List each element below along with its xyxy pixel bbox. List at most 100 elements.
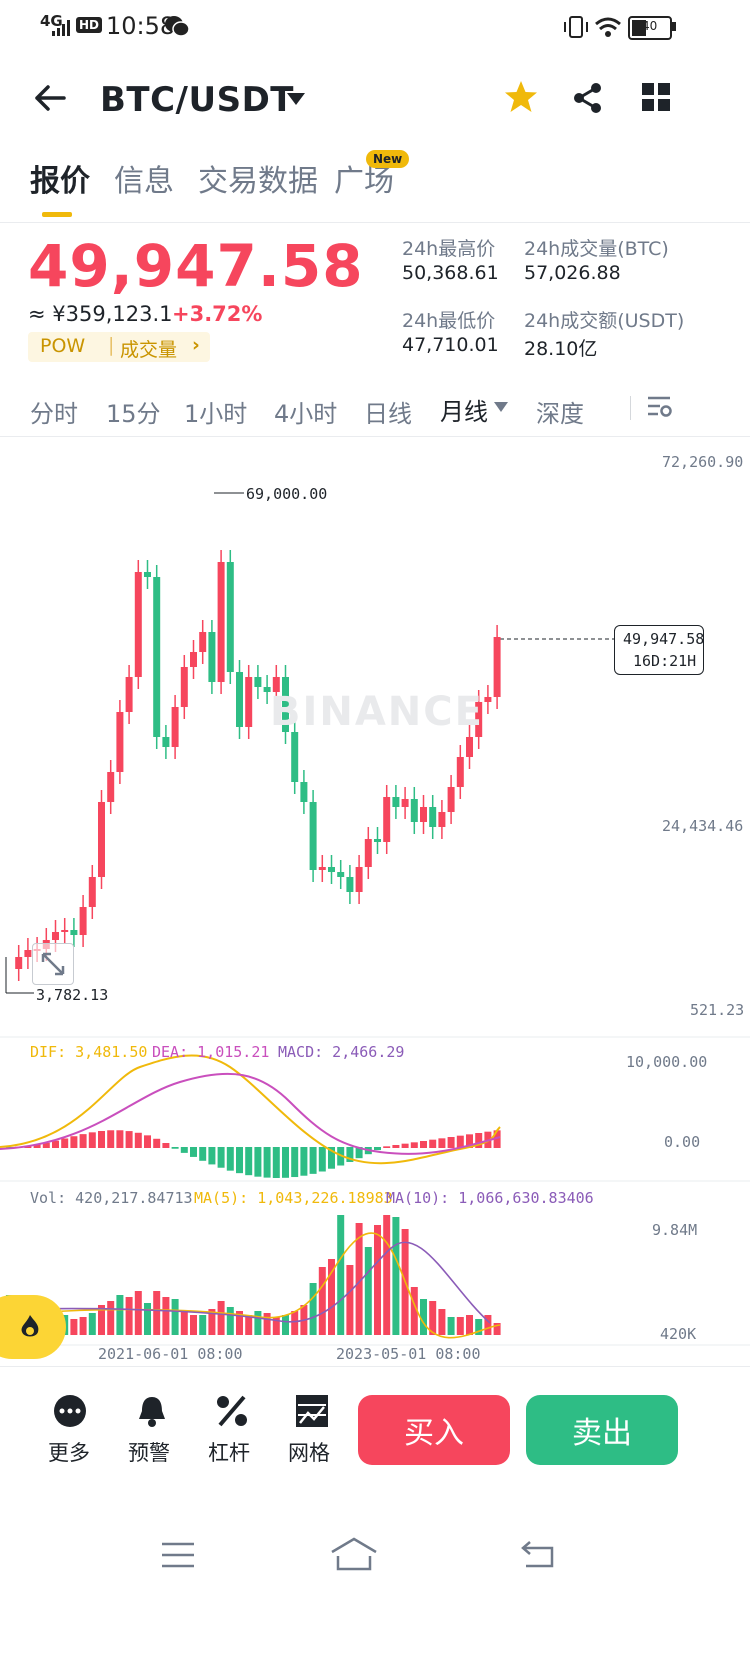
interval-1h[interactable]: 1小时	[184, 400, 248, 428]
volume-bar	[199, 1315, 207, 1335]
volume-bar	[429, 1301, 437, 1335]
candle	[245, 677, 253, 727]
macd-bar	[144, 1135, 151, 1148]
volume-bar	[328, 1259, 335, 1335]
chart-settings-icon[interactable]	[646, 394, 672, 420]
volume-bar	[162, 1297, 170, 1335]
countdown: 16D:21H	[633, 652, 697, 670]
tab-square[interactable]: 广场	[334, 164, 394, 199]
candle	[52, 932, 59, 940]
candle	[447, 787, 455, 812]
back-nav-icon[interactable]	[520, 1538, 556, 1570]
date-label-2: 2023-05-01 08:00	[336, 1345, 481, 1363]
share-icon[interactable]	[572, 82, 604, 114]
tab-trading-data[interactable]: 交易数据	[198, 164, 318, 199]
volume-bar	[272, 1317, 280, 1335]
watermark: BINANCE	[270, 689, 484, 735]
interval-1mo[interactable]: 月线	[440, 398, 488, 426]
macd-bar	[134, 1132, 142, 1148]
min-price-label: 3,782.13	[36, 986, 109, 1004]
macd-bar	[309, 1147, 317, 1174]
macd-axis-zero: 0.00	[664, 1133, 701, 1151]
caret-down-icon[interactable]	[286, 92, 306, 106]
macd-bar	[236, 1147, 243, 1174]
leverage-label: 杠杆	[208, 1441, 250, 1465]
last-price-box: 49,947.58 16D:21H	[614, 625, 704, 675]
macd-bar	[61, 1138, 69, 1148]
interval-caret-icon[interactable]	[494, 402, 508, 412]
sell-button[interactable]: 卖出	[526, 1395, 678, 1465]
volume-bar	[208, 1309, 216, 1335]
volume-bar	[291, 1311, 299, 1335]
macd-dif-line	[0, 1054, 501, 1165]
percent-icon	[217, 1395, 247, 1427]
interval-4h[interactable]: 4小时	[274, 400, 338, 428]
candle	[438, 812, 446, 827]
network-indicator: 4G	[40, 12, 63, 30]
volume-bar	[125, 1297, 133, 1335]
leverage-button[interactable]: 杠杆	[206, 1393, 266, 1473]
candle	[208, 632, 216, 682]
kline-chart[interactable]	[0, 437, 750, 1365]
grid-bot-icon	[296, 1395, 328, 1427]
price-axis-bottom: 521.23	[690, 1001, 745, 1019]
macd-bar	[70, 1136, 78, 1148]
candle	[374, 839, 381, 842]
interval-row: 分时 15分 1小时 4小时 日线 月线 深度	[0, 380, 750, 437]
candle	[236, 672, 243, 727]
macd-bar	[171, 1147, 179, 1149]
price-change: +3.72%	[172, 302, 263, 326]
interval-depth[interactable]: 深度	[536, 400, 584, 428]
back-arrow-icon[interactable]	[34, 84, 66, 112]
macd-bar	[392, 1145, 400, 1148]
expand-icon	[41, 952, 65, 976]
buy-button[interactable]: 买入	[358, 1395, 510, 1465]
macd-bar	[475, 1133, 483, 1148]
tab-quote[interactable]: 报价	[30, 164, 90, 199]
candle	[484, 697, 492, 702]
candle	[134, 572, 142, 677]
candle	[116, 712, 124, 772]
macd-bar	[263, 1147, 271, 1178]
grid-button[interactable]: 网格	[286, 1393, 346, 1473]
candle	[401, 799, 409, 807]
interval-1d[interactable]: 日线	[364, 400, 412, 428]
grid-menu-icon[interactable]	[642, 83, 670, 111]
volume-bar	[107, 1301, 115, 1335]
pair-title[interactable]: BTC/USDT	[100, 80, 294, 120]
candle	[144, 572, 151, 577]
tag-row[interactable]: POW | 成交量 ›	[28, 332, 210, 362]
candle	[300, 782, 308, 802]
volume-bar	[144, 1303, 151, 1335]
chart-area[interactable]: BINANCE 72,260.90 24,434.46 521.23 69,00…	[0, 437, 750, 1365]
home-icon[interactable]	[330, 1536, 378, 1572]
macd-bar	[272, 1147, 280, 1178]
macd-bar	[199, 1147, 207, 1161]
candle	[466, 737, 473, 757]
tab-info[interactable]: 信息	[114, 164, 174, 199]
macd-bar	[245, 1147, 253, 1176]
floating-widget[interactable]	[0, 1295, 66, 1359]
fullscreen-button[interactable]	[32, 943, 74, 985]
macd-bar	[447, 1137, 455, 1148]
candle	[190, 652, 197, 667]
alert-button[interactable]: 预警	[126, 1393, 186, 1473]
interval-time[interactable]: 分时	[30, 400, 78, 428]
vol-usdt-value: 28.10亿	[524, 338, 598, 360]
volume-bar	[98, 1305, 105, 1335]
vol-axis-top: 9.84M	[652, 1221, 698, 1239]
last-price-marker: 49,947.58	[623, 630, 705, 648]
battery-tip	[672, 22, 676, 31]
volume-bar	[134, 1291, 142, 1335]
interval-15m[interactable]: 15分	[106, 400, 161, 428]
star-icon[interactable]	[504, 80, 538, 114]
status-bar: 4G HD 10:58 40	[0, 0, 750, 56]
candle	[364, 839, 372, 867]
candle	[15, 957, 23, 969]
more-button[interactable]: 更多	[44, 1393, 104, 1473]
menu-icon[interactable]	[160, 1540, 196, 1570]
volume-bar	[364, 1247, 372, 1335]
alert-label: 预警	[128, 1441, 170, 1465]
volume-bar	[226, 1307, 234, 1335]
low-value: 47,710.01	[402, 334, 499, 356]
